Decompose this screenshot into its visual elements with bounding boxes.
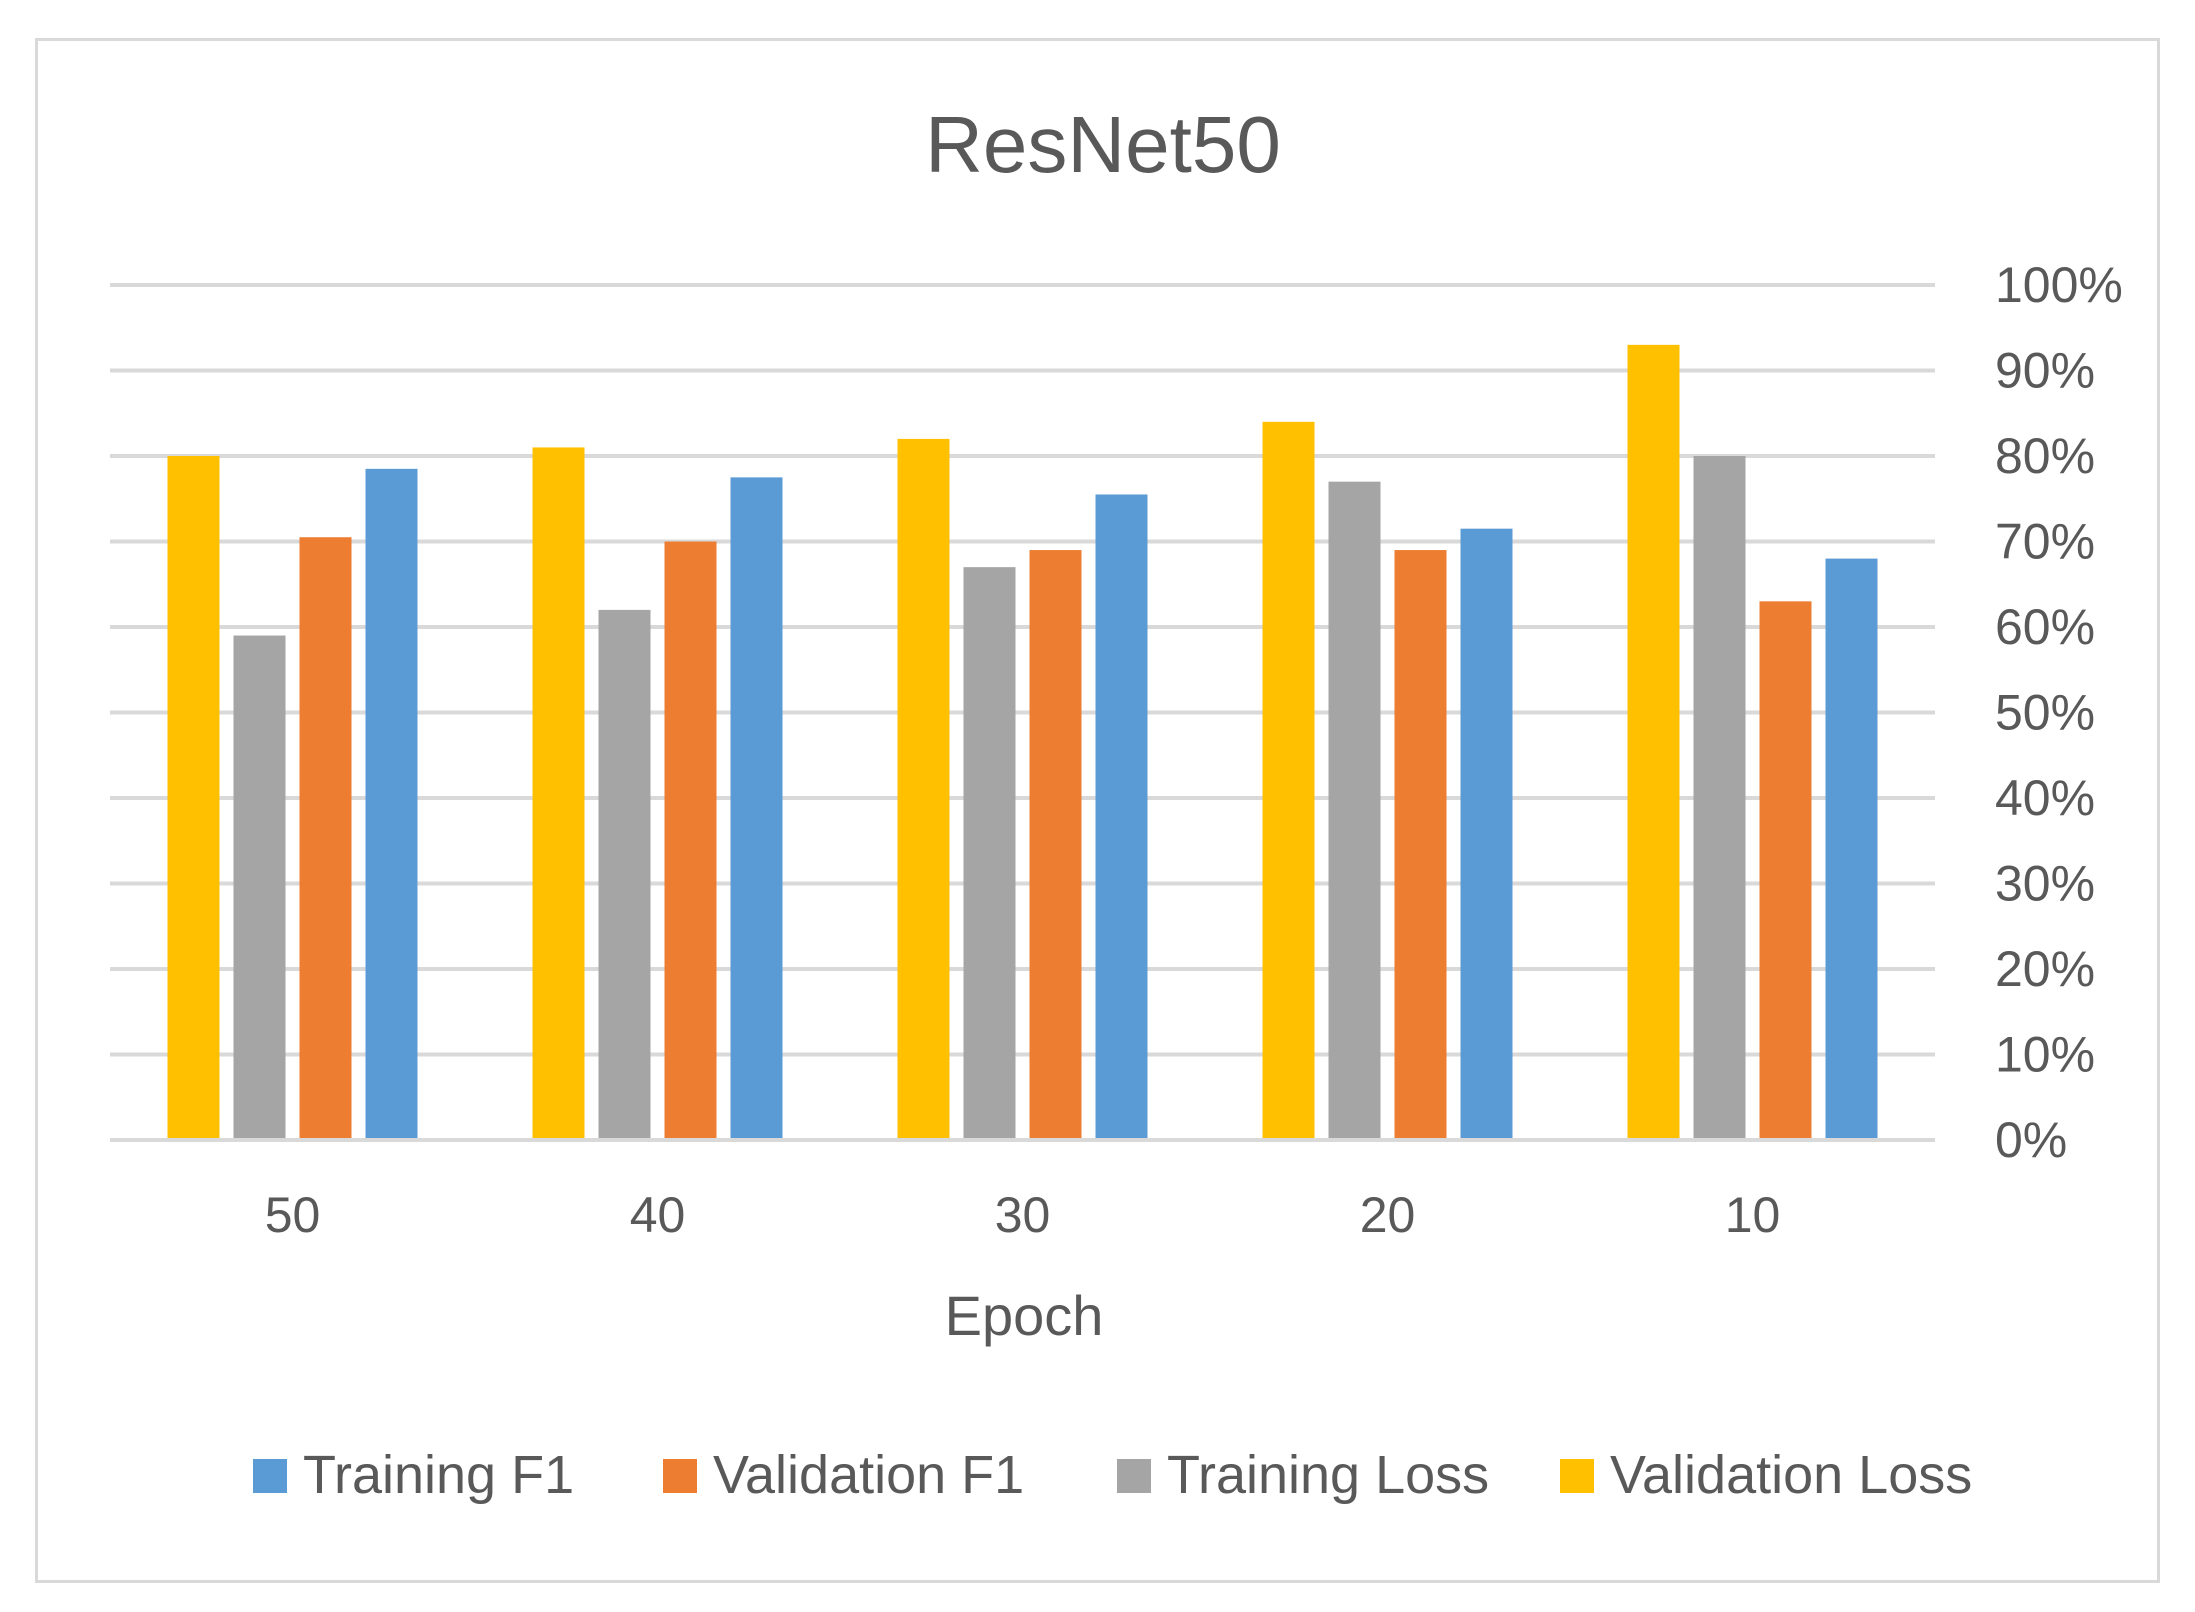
y-tick-label: 40% [1995, 770, 2095, 826]
y-tick-label: 20% [1995, 941, 2095, 997]
bar-training-f1-50 [365, 468, 418, 1140]
legend-label: Validation Loss [1610, 1445, 1972, 1505]
bar-validation-loss-50 [167, 456, 220, 1140]
bar-validation-loss-30 [897, 438, 950, 1140]
bar-training-loss-30 [963, 567, 1016, 1140]
legend-swatch [1560, 1459, 1594, 1493]
bar-validation-f1-30 [1029, 550, 1082, 1140]
y-tick-label: 50% [1995, 685, 2095, 741]
x-tick-label: 10 [1725, 1187, 1781, 1243]
legend-label: Training F1 [303, 1445, 574, 1505]
bar-training-loss-20 [1328, 481, 1381, 1140]
legend-label: Validation F1 [713, 1445, 1024, 1505]
legend-swatch [1117, 1459, 1151, 1493]
y-tick-label: 60% [1995, 599, 2095, 655]
x-tick-label: 50 [265, 1187, 321, 1243]
bar-training-f1-20 [1460, 528, 1513, 1140]
bar-training-f1-40 [730, 477, 783, 1140]
y-tick-label: 70% [1995, 514, 2095, 570]
y-axis-ticks: 0% 10% 20% 30% 40% 50% 60% 70% 80% 90% 100% [1995, 257, 2123, 1168]
bar-training-loss-10 [1693, 456, 1746, 1140]
legend: Training F1 Validation F1 Training Loss Val… [253, 1445, 1972, 1505]
bar-validation-f1-10 [1759, 601, 1812, 1140]
x-axis-ticks: 50 40 30 20 10 [265, 1187, 1781, 1243]
x-tick-label: 40 [630, 1187, 686, 1243]
legend-swatch [663, 1459, 697, 1493]
x-axis-title: Epoch [945, 1284, 1104, 1347]
bar-validation-f1-40 [664, 541, 717, 1140]
x-tick-label: 20 [1360, 1187, 1416, 1243]
bar-training-f1-30 [1095, 494, 1148, 1141]
bar-training-loss-50 [233, 635, 286, 1140]
bar-training-f1-10 [1825, 558, 1878, 1140]
legend-swatch [253, 1459, 287, 1493]
y-tick-label: 90% [1995, 343, 2095, 399]
bar-validation-loss-20 [1262, 421, 1315, 1140]
y-tick-label: 10% [1995, 1027, 2095, 1083]
bar-training-loss-40 [598, 609, 651, 1140]
y-tick-label: 80% [1995, 428, 2095, 484]
y-tick-label: 0% [1995, 1112, 2067, 1168]
bar-validation-f1-20 [1394, 550, 1447, 1140]
bar-validation-loss-10 [1627, 344, 1680, 1141]
legend-label: Training Loss [1167, 1445, 1489, 1505]
bar-validation-f1-50 [299, 537, 352, 1140]
bars [110, 344, 1935, 1142]
chart-title: ResNet50 [925, 100, 1281, 189]
y-tick-label: 100% [1995, 257, 2123, 313]
bar-validation-loss-40 [532, 447, 585, 1140]
y-tick-label: 30% [1995, 856, 2095, 912]
x-tick-label: 30 [995, 1187, 1051, 1243]
